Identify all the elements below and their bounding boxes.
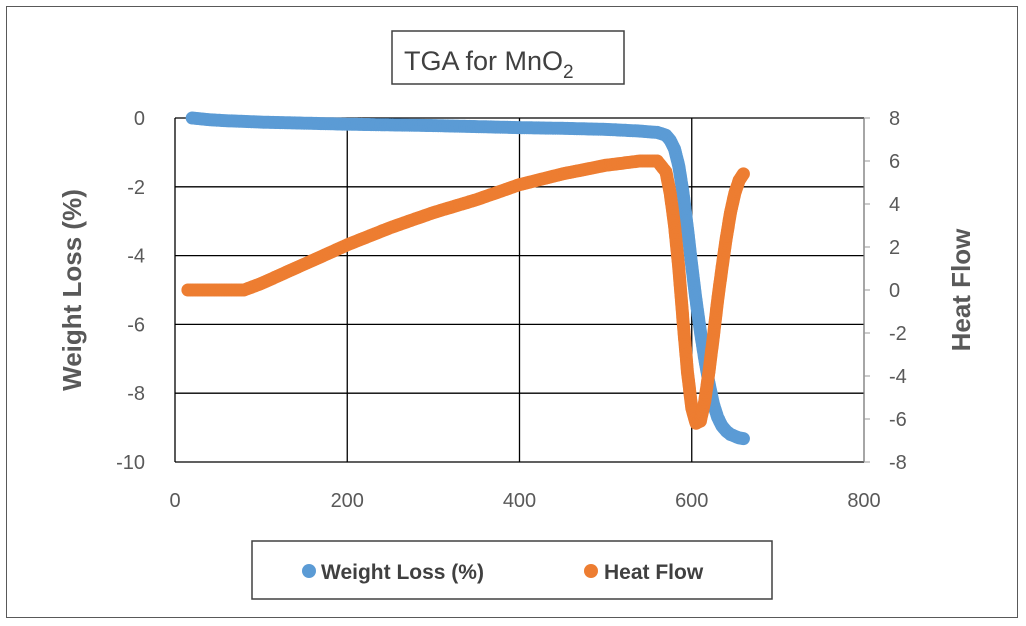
data-point [736,167,750,181]
data-point [736,432,750,446]
y-axis-title: Weight Loss (%) [57,189,87,391]
y-tick-label: 0 [134,108,145,130]
y2-tick-label: 8 [889,108,900,130]
x-tick-label: 800 [847,490,880,512]
grid [174,117,870,463]
series-weight-loss [185,111,750,446]
y2-tick-label: -2 [889,323,907,345]
legend-box [251,540,773,600]
tick-labels: 0 200 400 600 800 0 -2 -4 -6 -8 -10 8 6 4 2 0 -2 -4 -6 -8 [116,108,907,512]
x-tick-label: 400 [503,490,536,512]
x-tick-label: 200 [331,490,364,512]
y2-tick-label: 2 [889,237,900,259]
legend-marker-weight-loss [302,564,316,578]
y2-tick-label: -6 [889,409,907,431]
y2-tick-label: -4 [889,366,907,388]
legend-label-heat-flow: Heat Flow [604,561,704,584]
legend-marker-heat-flow [584,564,598,578]
y-tick-label: -8 [127,383,145,405]
x-tick-label: 600 [675,490,708,512]
series-heat-flow [181,154,750,430]
y-tick-label: -2 [127,177,145,199]
y-tick-label: -4 [127,246,145,268]
chart-title-subscript: 2 [563,62,574,83]
y2-axis-title: Heat Flow [946,228,976,352]
y2-tick-label: 0 [889,280,900,302]
y2-tick-label: 6 [889,151,900,173]
y2-tick-label: -8 [889,452,907,474]
title-box [391,30,625,85]
y-tick-label: -6 [127,314,145,336]
y2-tick-label: 4 [889,194,900,216]
y-tick-label: -10 [116,452,145,474]
legend-label-weight-loss: Weight Loss (%) [321,561,484,584]
x-tick-label: 0 [169,490,180,512]
data-series [181,111,750,446]
chart-title: TGA for MnO2 [404,46,574,83]
